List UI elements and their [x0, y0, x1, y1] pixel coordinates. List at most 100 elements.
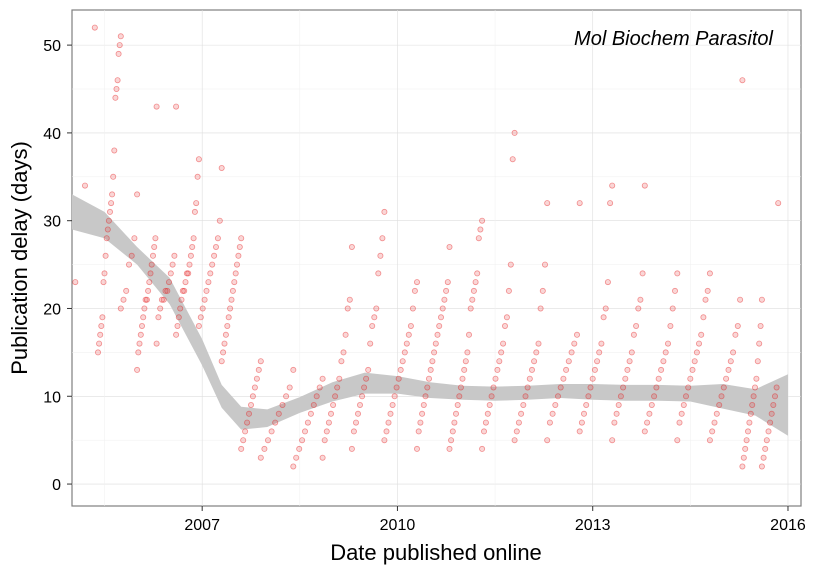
data-point: [235, 252, 242, 259]
data-point: [749, 401, 756, 408]
data-point: [158, 296, 165, 303]
data-point: [167, 270, 174, 277]
data-point: [683, 393, 690, 400]
data-point: [310, 401, 317, 408]
data-point: [245, 410, 252, 417]
data-point: [383, 428, 390, 435]
data-point: [437, 314, 444, 321]
data-point: [444, 279, 451, 286]
data-point: [141, 305, 148, 312]
data-point: [146, 279, 153, 286]
data-point: [186, 261, 193, 268]
data-point: [480, 428, 487, 435]
data-point: [488, 393, 495, 400]
data-point: [113, 86, 120, 93]
data-point: [589, 375, 596, 382]
data-point: [99, 314, 106, 321]
data-points: [72, 24, 782, 470]
data-point: [773, 384, 780, 391]
data-point: [214, 235, 221, 242]
y-tick-label: 20: [43, 301, 61, 318]
data-point: [511, 437, 518, 444]
grid-lines: [72, 10, 801, 506]
x-axis-ticks: 2007 2010 2013 2016: [184, 506, 806, 534]
data-point: [549, 410, 556, 417]
data-point: [216, 217, 223, 224]
data-point: [232, 270, 239, 277]
data-point: [407, 322, 414, 329]
data-point: [620, 384, 627, 391]
data-point: [544, 437, 551, 444]
data-point: [746, 419, 753, 426]
data-point: [555, 393, 562, 400]
data-point: [148, 261, 155, 268]
data-point: [257, 454, 264, 461]
data-point: [238, 235, 245, 242]
data-point: [346, 296, 353, 303]
data-point: [600, 314, 607, 321]
data-point: [413, 279, 420, 286]
data-point: [429, 358, 436, 365]
data-point: [520, 401, 527, 408]
data-point: [164, 287, 171, 294]
data-point: [687, 375, 694, 382]
data-point: [72, 279, 79, 286]
data-point: [576, 428, 583, 435]
data-point: [509, 156, 516, 163]
data-point: [238, 445, 245, 452]
data-point: [546, 419, 553, 426]
data-point: [369, 322, 376, 329]
data-point: [143, 296, 150, 303]
data-point: [171, 252, 178, 259]
data-point: [565, 358, 572, 365]
data-point: [770, 401, 777, 408]
data-point: [330, 401, 337, 408]
data-point: [737, 296, 744, 303]
data-point: [639, 270, 646, 277]
data-point: [313, 393, 320, 400]
data-point: [365, 366, 372, 373]
data-point: [107, 208, 114, 215]
data-point: [617, 393, 624, 400]
data-point: [126, 261, 133, 268]
data-point: [486, 401, 493, 408]
data-point: [743, 437, 750, 444]
x-tick-label: 2013: [575, 517, 611, 534]
data-point: [228, 296, 235, 303]
data-point: [718, 393, 725, 400]
data-point: [279, 401, 286, 408]
data-point: [585, 393, 592, 400]
data-point: [147, 270, 154, 277]
data-point: [199, 305, 206, 312]
data-point: [205, 279, 212, 286]
data-point: [529, 366, 536, 373]
data-point: [114, 77, 121, 84]
data-point: [474, 270, 481, 277]
data-point: [470, 287, 477, 294]
data-point: [342, 331, 349, 338]
data-point: [563, 366, 570, 373]
data-point: [231, 279, 238, 286]
data-point: [413, 445, 420, 452]
data-point: [140, 314, 147, 321]
data-point: [535, 340, 542, 347]
data-point: [613, 410, 620, 417]
data-point: [236, 243, 243, 250]
chart-annotation: Mol Biochem Parasitol: [574, 28, 774, 50]
data-point: [290, 366, 297, 373]
data-point: [542, 261, 549, 268]
data-point: [756, 340, 763, 347]
data-point: [222, 331, 229, 338]
data-point: [307, 410, 314, 417]
data-point: [526, 375, 533, 382]
data-point: [397, 366, 404, 373]
data-point: [758, 463, 765, 470]
data-point: [359, 393, 366, 400]
data-point: [381, 208, 388, 215]
data-point: [653, 384, 660, 391]
data-point: [242, 428, 249, 435]
data-point: [496, 358, 503, 365]
data-point: [716, 401, 723, 408]
data-point: [633, 322, 640, 329]
data-point: [700, 314, 707, 321]
